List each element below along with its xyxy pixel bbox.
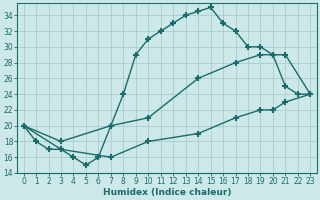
X-axis label: Humidex (Indice chaleur): Humidex (Indice chaleur)	[103, 188, 231, 197]
